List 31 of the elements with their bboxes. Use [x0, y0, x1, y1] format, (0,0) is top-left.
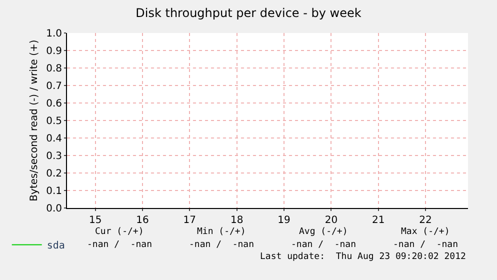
y-tick-label: 0.8	[46, 64, 62, 74]
y-tick-label: 0.5	[46, 116, 62, 127]
text: Avg (-/+)	[299, 227, 348, 237]
text: Cur (-/+)	[95, 227, 144, 237]
y-tick-label: 0.4	[46, 134, 62, 144]
text: Min (-/+)	[197, 227, 246, 237]
text: Max (-/+)	[401, 227, 450, 237]
x-tick-label: 21	[372, 215, 385, 226]
x-tick-label: 20	[324, 215, 338, 226]
x-tick-label: 18	[230, 215, 244, 226]
x-tick-label: 19	[278, 215, 290, 226]
y-tick-label: 0.2	[46, 168, 62, 180]
text: Last update: Thu Aug 23 09:20:02 2012	[260, 252, 466, 262]
x-tick-label: 22	[419, 215, 432, 226]
y-tick-label: 0.1	[46, 186, 62, 197]
text: -nan / -nan	[87, 240, 152, 250]
text: -nan / -nan	[393, 240, 458, 250]
chart-title: Disk throughput per device - by week	[136, 6, 362, 20]
legend-label: sda	[46, 240, 65, 252]
y-tick-label: 0.6	[46, 98, 62, 110]
x-tick-label: 17	[183, 215, 196, 226]
text: -nan / -nan	[189, 240, 254, 250]
y-axis-title: Bytes/second read (-) / write (+)	[29, 40, 40, 202]
y-tick-label: 0.7	[46, 81, 62, 92]
y-tick-label: 1.0	[46, 28, 62, 40]
y-tick-label: 0.3	[46, 151, 62, 162]
y-tick-label: 0.0	[46, 204, 62, 214]
x-tick-label: 16	[136, 215, 149, 226]
text: -nan / -nan	[291, 240, 356, 250]
x-tick-label: 15	[88, 215, 102, 226]
y-tick-label: 0.9	[46, 46, 62, 57]
